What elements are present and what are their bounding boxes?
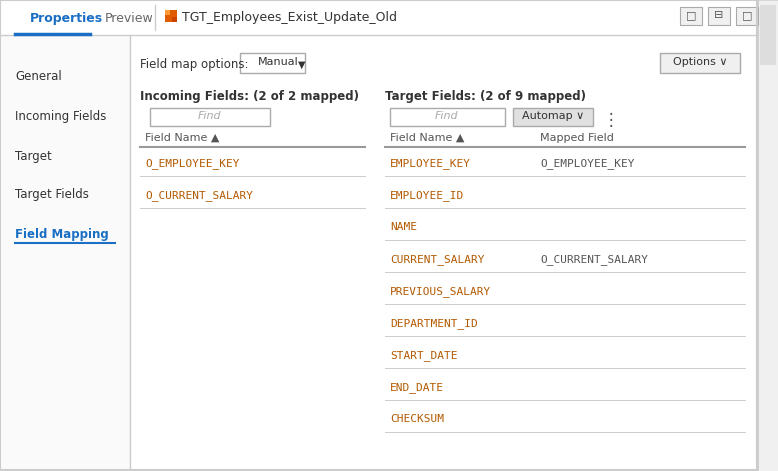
Bar (0, 0, 758, 35)
Text: EMPLOYEE_ID: EMPLOYEE_ID (390, 190, 464, 201)
Bar (513, 108, 593, 126)
Bar (165, 10, 177, 22)
Bar (150, 108, 270, 126)
Text: Find: Find (198, 111, 222, 121)
Text: Automap ∨: Automap ∨ (522, 111, 584, 121)
Bar (390, 108, 505, 126)
Text: START_DATE: START_DATE (390, 350, 457, 361)
Text: END_DATE: END_DATE (390, 382, 444, 393)
Text: Field Mapping: Field Mapping (15, 228, 109, 241)
Text: O_CURRENT_SALARY: O_CURRENT_SALARY (540, 254, 648, 265)
Text: Properties: Properties (30, 12, 103, 25)
Text: Field Name ▲: Field Name ▲ (390, 133, 464, 143)
Bar (240, 53, 305, 73)
Text: EMPLOYEE_KEY: EMPLOYEE_KEY (390, 158, 471, 169)
Text: ⋮: ⋮ (603, 111, 619, 129)
Text: ▼: ▼ (298, 60, 306, 70)
Text: CHECKSUM: CHECKSUM (390, 414, 444, 424)
Text: □: □ (741, 10, 752, 20)
Text: Incoming Fields: Incoming Fields (15, 110, 107, 123)
Text: Field map options:: Field map options: (140, 58, 248, 71)
Bar (760, 5, 776, 65)
Bar (736, 7, 758, 25)
Bar (0, 35, 130, 471)
Text: Mapped Field: Mapped Field (540, 133, 614, 143)
Bar (165, 10, 170, 15)
Bar (680, 7, 702, 25)
Text: DEPARTMENT_ID: DEPARTMENT_ID (390, 318, 478, 329)
Text: O_EMPLOYEE_KEY: O_EMPLOYEE_KEY (540, 158, 635, 169)
Text: Preview: Preview (105, 12, 154, 25)
Text: Field Name ▲: Field Name ▲ (145, 133, 219, 143)
Text: PREVIOUS_SALARY: PREVIOUS_SALARY (390, 286, 491, 297)
Text: General: General (15, 70, 61, 83)
Text: TGT_Employees_Exist_Update_Old: TGT_Employees_Exist_Update_Old (182, 11, 397, 24)
Text: Target Fields: Target Fields (15, 188, 89, 201)
Bar (172, 17, 177, 22)
Text: NAME: NAME (390, 222, 417, 232)
Text: Manual: Manual (258, 57, 299, 67)
Bar (758, 0, 778, 471)
Text: CURRENT_SALARY: CURRENT_SALARY (390, 254, 485, 265)
Text: Find: Find (435, 111, 459, 121)
Bar (708, 7, 730, 25)
Text: ⊟: ⊟ (714, 10, 724, 20)
Text: O_CURRENT_SALARY: O_CURRENT_SALARY (145, 190, 253, 201)
Text: Target Fields: (2 of 9 mapped): Target Fields: (2 of 9 mapped) (385, 90, 586, 103)
Text: Incoming Fields: (2 of 2 mapped): Incoming Fields: (2 of 2 mapped) (140, 90, 359, 103)
Text: Target: Target (15, 150, 52, 163)
Text: Options ∨: Options ∨ (673, 57, 727, 67)
Bar (660, 53, 740, 73)
Text: O_EMPLOYEE_KEY: O_EMPLOYEE_KEY (145, 158, 240, 169)
Text: □: □ (685, 10, 696, 20)
